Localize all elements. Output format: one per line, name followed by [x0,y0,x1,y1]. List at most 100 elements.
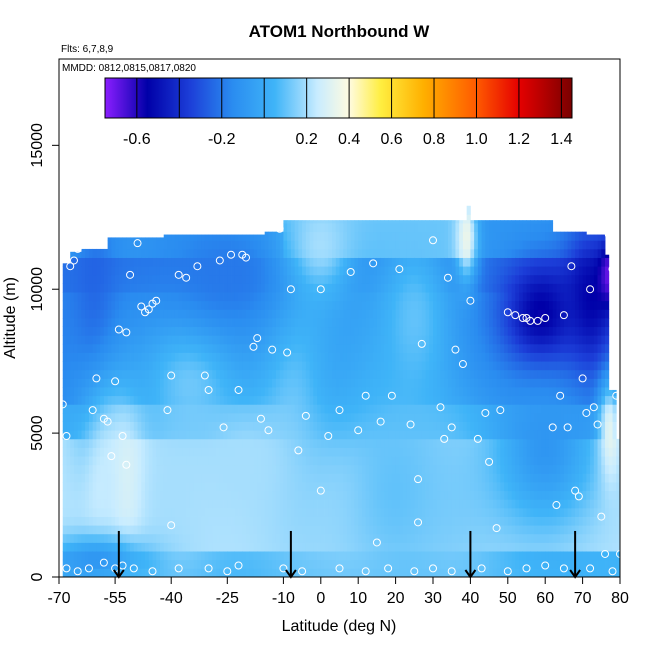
heatmap-cell [219,559,224,569]
heatmap-cell [178,438,183,448]
heatmap-cell [425,369,430,379]
heatmap-cell [62,318,67,328]
heatmap-cell [369,456,374,466]
heatmap-cell [294,482,299,492]
heatmap-cell [178,361,183,371]
heatmap-cell [451,387,456,397]
heatmap-cell [260,412,266,422]
heatmap-cell [459,387,464,397]
heatmap-cell [466,266,471,276]
heatmap-cell [406,387,411,397]
heatmap-cell [429,231,434,241]
heatmap-cell [515,248,520,258]
heatmap-cell [440,456,445,466]
heatmap-cell [231,352,236,362]
heatmap-cell [358,438,363,448]
heatmap-cell [305,533,310,543]
heatmap-cell [212,473,217,483]
heatmap-cell [115,507,120,517]
heatmap-cell [111,438,116,448]
heatmap-cell [234,516,239,526]
heatmap-cell [332,352,337,362]
heatmap-cell [279,490,284,500]
heatmap-cell [103,438,109,448]
heatmap-cell [231,551,236,561]
heatmap-cell [234,456,239,466]
heatmap-cell [436,395,441,405]
heatmap-cell [429,404,434,414]
heatmap-cell [96,559,101,569]
heatmap-cell [279,318,284,328]
heatmap-cell [485,335,490,345]
heatmap-cell [474,551,479,561]
heatmap-cell [111,352,116,362]
heatmap-cell [107,326,112,336]
heatmap-cell [496,248,501,258]
heatmap-cell [279,274,284,284]
heatmap-cell [433,525,438,535]
heatmap-cell [193,490,198,500]
heatmap-cell [358,318,363,328]
heatmap-cell [100,378,105,388]
heatmap-cell [231,240,236,250]
heatmap-cell [118,343,123,353]
heatmap-cell [159,274,165,284]
heatmap-cell [485,220,490,224]
heatmap-cell [418,421,423,431]
heatmap-cell [294,542,299,552]
heatmap-cell [171,559,176,569]
heatmap-cell [343,248,348,258]
heatmap-cell [234,499,239,509]
heatmap-cell [418,559,423,569]
heatmap-cell [257,490,262,500]
heatmap-cell [193,412,198,422]
heatmap-cell [275,231,281,241]
heatmap-cell [246,482,251,492]
heatmap-cell [470,404,475,414]
heatmap-cell [260,257,266,267]
heatmap-cell [223,507,228,517]
heatmap-cell [85,533,90,543]
heatmap-cell [163,542,168,552]
heatmap-cell [418,318,423,328]
heatmap-cell [436,292,441,302]
heatmap-cell [246,499,251,509]
heatmap-cell [107,318,112,328]
heatmap-cell [208,464,213,474]
heatmap-cell [182,240,187,250]
heatmap-cell [81,559,86,569]
heatmap-cell [350,404,355,414]
heatmap-cell [133,395,138,405]
heatmap-cell [447,551,453,561]
heatmap-cell [81,456,86,466]
heatmap-cell [451,300,456,310]
heatmap-cell [462,335,468,345]
heatmap-cell [298,456,303,466]
heatmap-cell [343,326,348,336]
heatmap-cell [201,274,206,284]
heatmap-cell [466,309,471,319]
heatmap-cell [238,559,243,569]
heatmap-cell [249,438,254,448]
heatmap-cell [174,438,180,448]
heatmap-cell [253,516,258,526]
heatmap-cell [391,507,396,517]
heatmap-cell [388,257,393,267]
heatmap-cell [500,292,505,302]
heatmap-cell [485,551,490,561]
heatmap-cell [328,507,333,517]
heatmap-cell [350,421,355,431]
heatmap-cell [73,387,79,397]
heatmap-cell [219,274,224,284]
heatmap-cell [485,300,490,310]
heatmap-cell [88,257,94,267]
heatmap-cell [365,292,370,302]
heatmap-cell [406,318,411,328]
heatmap-cell [279,369,284,379]
heatmap-cell [257,533,262,543]
heatmap-cell [369,266,374,276]
heatmap-cell [141,257,146,267]
heatmap-cell [459,274,464,284]
heatmap-cell [227,352,232,362]
heatmap-cell [433,369,438,379]
